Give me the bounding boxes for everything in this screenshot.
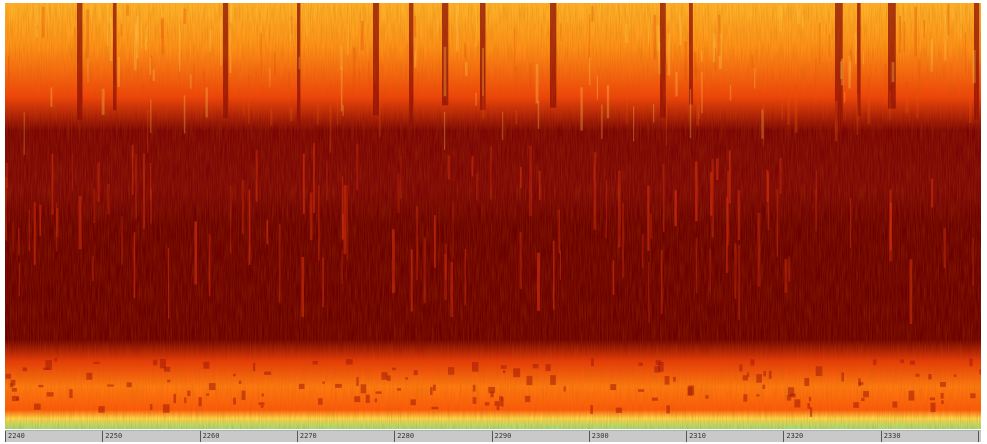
time-tick: 2290	[491, 431, 511, 442]
time-tick: 2310	[686, 431, 706, 442]
spectrogram-noise	[5, 3, 981, 429]
time-tick: 2	[978, 431, 981, 442]
time-tick: 2250	[102, 431, 122, 442]
spectrogram-canvas[interactable]	[5, 3, 981, 429]
time-tick: 2260	[199, 431, 219, 442]
time-tick: 2320	[783, 431, 803, 442]
time-axis: 2240 2250 2260 2270 2280 2290 2300 2310 2320 2330…	[5, 430, 981, 442]
spectrogram-image	[5, 3, 981, 429]
time-tick: 2330	[880, 431, 901, 442]
time-tick: 2280	[394, 431, 414, 442]
time-tick: 2300	[588, 431, 609, 442]
time-tick: 2270	[296, 431, 317, 442]
time-tick: 2240	[5, 431, 25, 442]
